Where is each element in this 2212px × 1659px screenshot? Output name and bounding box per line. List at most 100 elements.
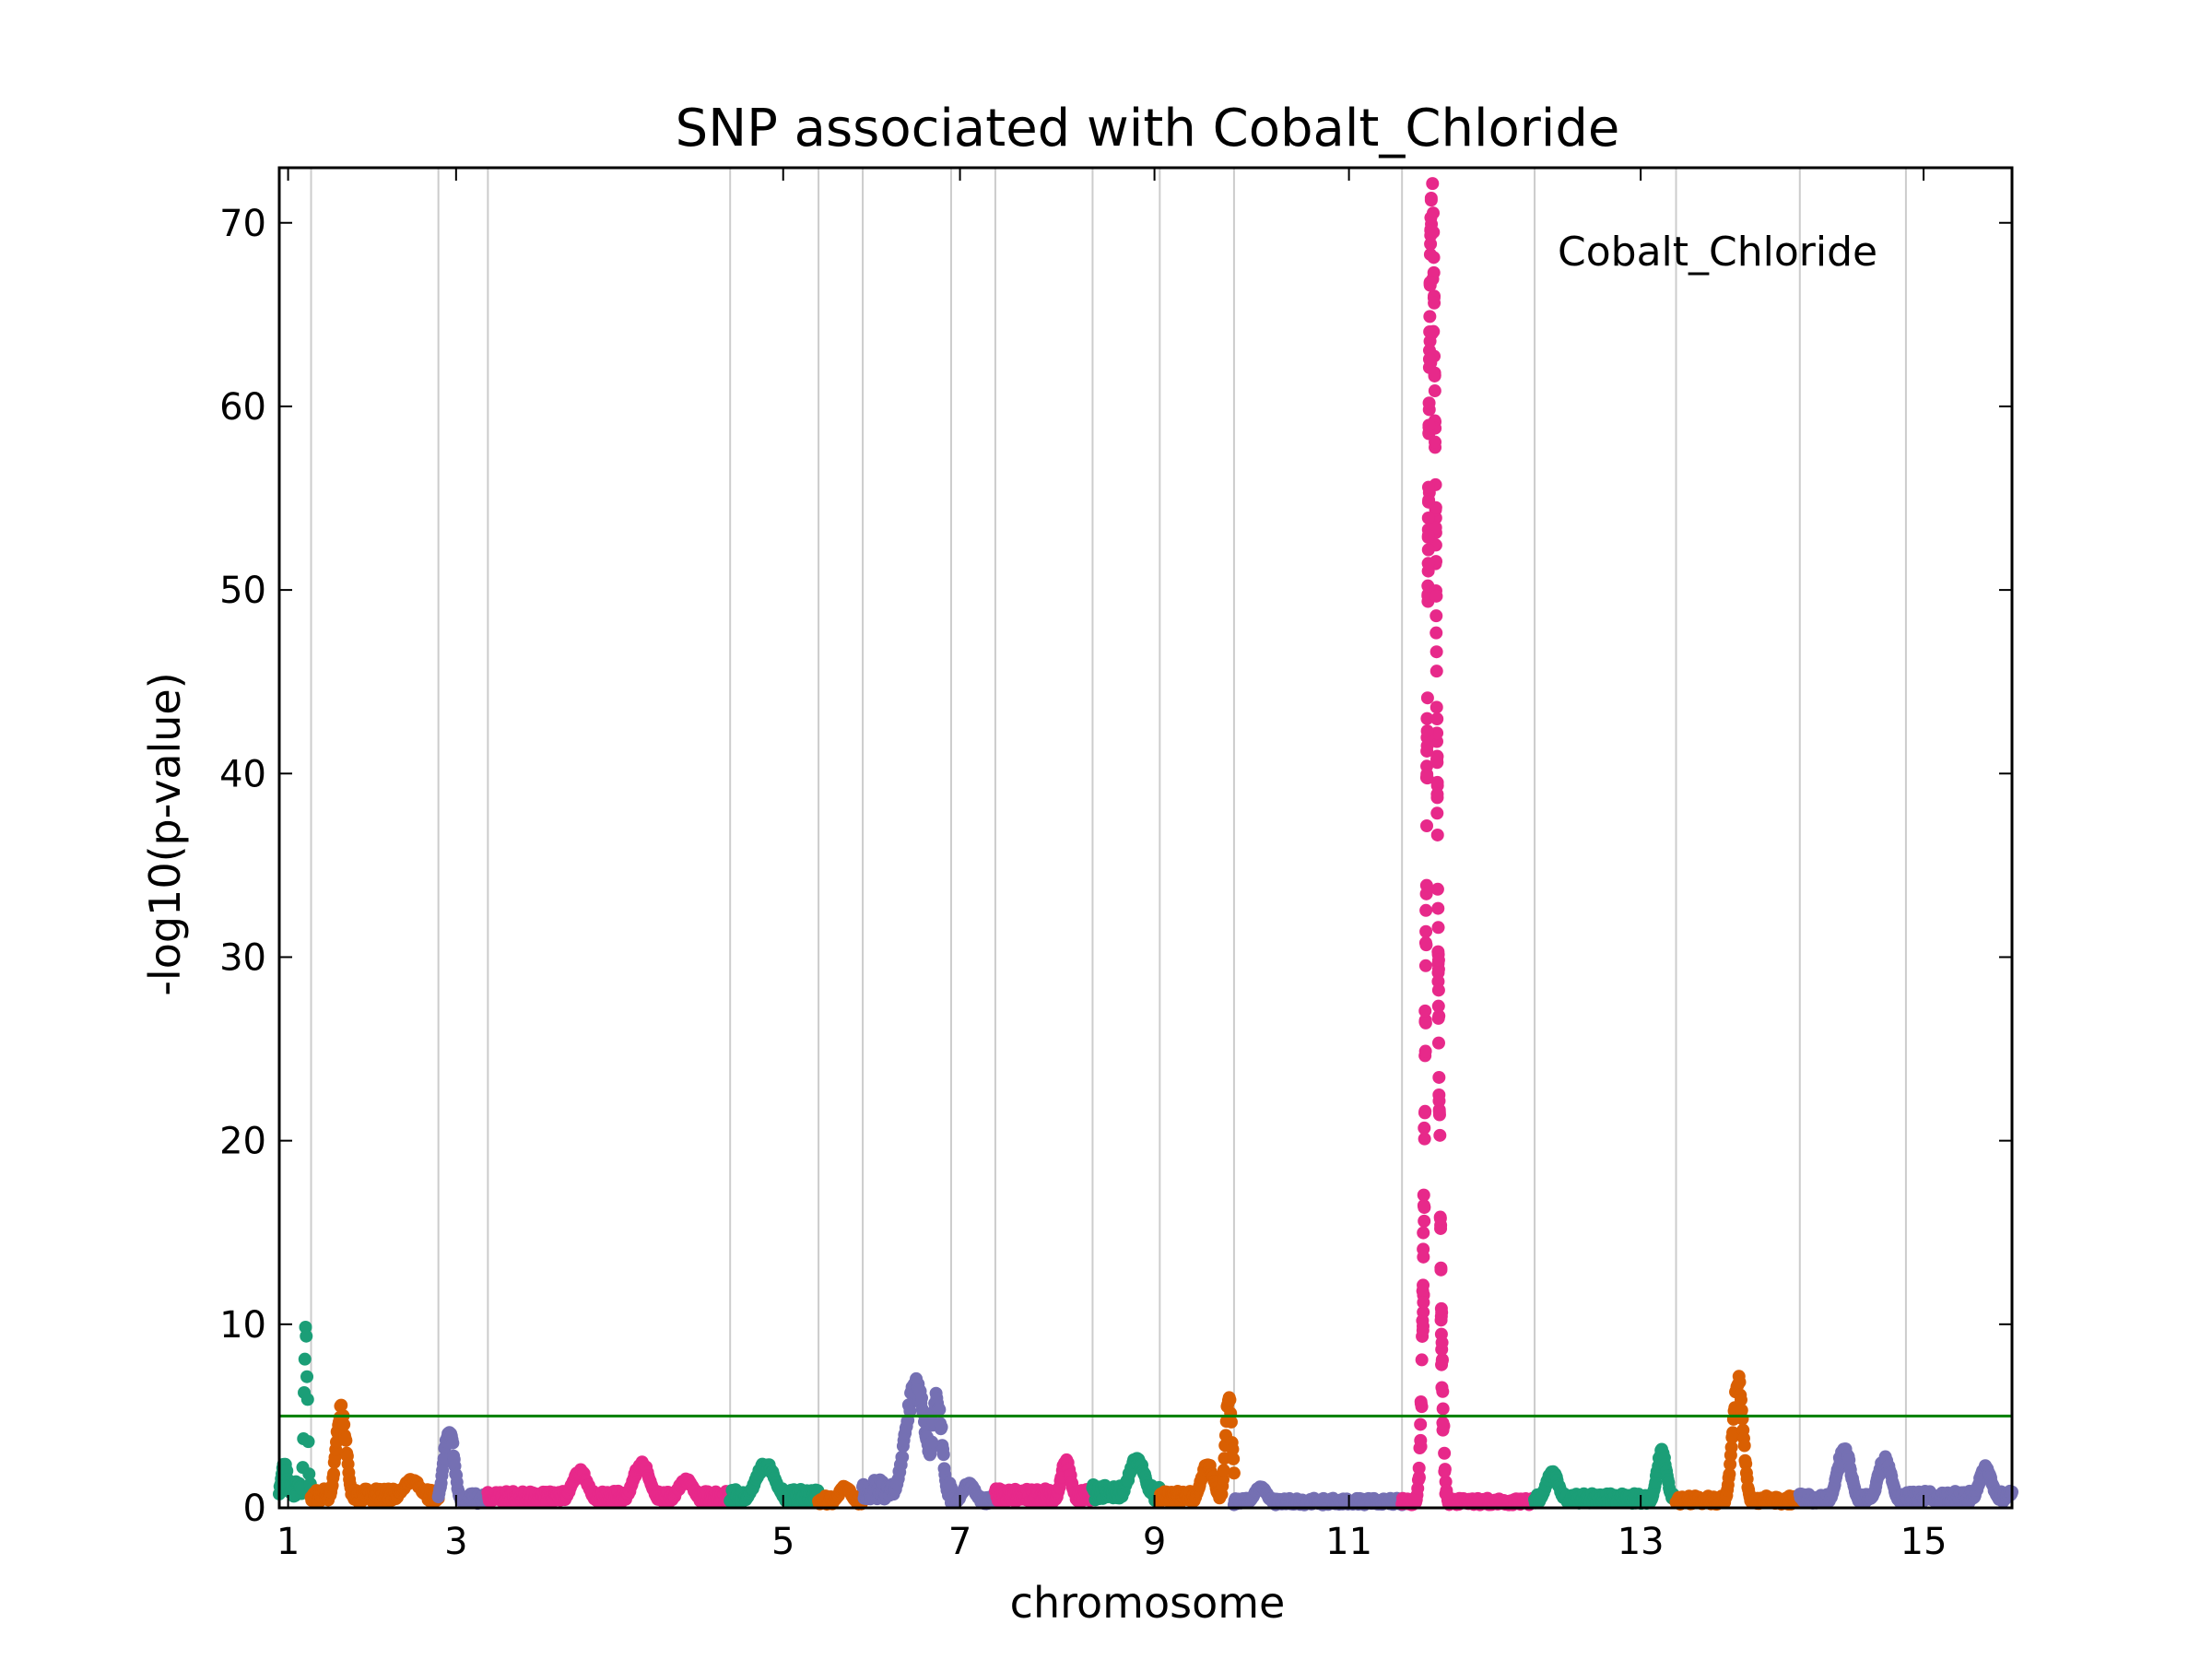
snp-point — [1417, 1296, 1430, 1310]
snp-point — [1436, 1416, 1450, 1430]
snp-point — [1423, 276, 1437, 289]
snp-point — [1224, 1415, 1238, 1429]
chromosome-grid — [310, 168, 1907, 1508]
snp-point — [1414, 1433, 1428, 1447]
snp-point — [1418, 1044, 1432, 1058]
snp-point — [1429, 435, 1442, 449]
snp-point — [302, 1467, 316, 1481]
snp-point — [1420, 818, 1434, 832]
snp-point — [1412, 1470, 1426, 1484]
snp-point — [1419, 903, 1433, 917]
snp-point — [1435, 1381, 1449, 1394]
snp-point — [1431, 999, 1445, 1013]
snp-point — [1430, 787, 1444, 801]
snp-point — [1430, 726, 1444, 740]
snp-point — [1424, 211, 1438, 225]
snp-point — [1434, 1313, 1448, 1327]
x-tick-label: 15 — [1900, 1521, 1947, 1563]
snp-point — [1421, 557, 1435, 571]
snp-point — [1739, 1457, 1753, 1471]
y-tick-label: 30 — [219, 936, 266, 979]
snp-point — [1420, 724, 1434, 738]
x-tick-label: 7 — [948, 1521, 971, 1563]
snp-point — [1432, 1070, 1446, 1084]
snp-point — [1428, 384, 1441, 398]
snp-point — [1414, 1418, 1428, 1431]
snp-point — [1418, 1132, 1431, 1146]
snp-point — [1724, 1441, 1738, 1454]
snp-point — [1226, 1442, 1240, 1456]
chart-title: SNP associated with Cobalt_Chloride — [676, 99, 1620, 159]
x-axis-ticks: 1 3 5 7 9 11 13 15 — [276, 168, 1947, 1563]
y-tick-label: 0 — [243, 1488, 266, 1530]
snp-point — [1435, 1335, 1449, 1349]
snp-point — [1418, 1106, 1431, 1120]
snp-point — [1433, 1128, 1447, 1142]
snp-point — [1418, 959, 1432, 972]
snp-point — [1430, 665, 1443, 678]
snp-point — [1421, 511, 1435, 524]
snp-point — [300, 1393, 314, 1406]
chromosome-points-17 — [1899, 1459, 2018, 1510]
snp-point — [1438, 1446, 1452, 1460]
x-tick-label: 13 — [1618, 1521, 1665, 1563]
snp-point — [1431, 921, 1445, 935]
snp-point — [936, 1448, 950, 1462]
x-tick-label: 1 — [276, 1521, 300, 1563]
snp-point — [903, 1404, 917, 1418]
snp-point — [1434, 1301, 1448, 1315]
y-axis-ticks: 0 10 20 30 40 50 60 70 — [219, 203, 2012, 1530]
snp-point — [1424, 229, 1438, 242]
snp-point — [1430, 700, 1443, 714]
snp-point — [1430, 609, 1443, 623]
snp-point — [1430, 712, 1444, 726]
snp-point — [1438, 1465, 1452, 1478]
chromosome-points-9 — [988, 1453, 1100, 1509]
snp-point — [1430, 828, 1444, 841]
chromosome-points-1 — [273, 1320, 318, 1503]
snp-point — [1431, 962, 1445, 976]
y-tick-label: 20 — [219, 1121, 266, 1163]
snp-point — [446, 1436, 460, 1450]
legend-label: Cobalt_Chloride — [1558, 229, 1877, 276]
snp-point — [335, 1398, 348, 1412]
snp-point — [1433, 1212, 1447, 1226]
snp-point — [1723, 1467, 1736, 1481]
snp-point — [1417, 1250, 1430, 1264]
snp-point — [1735, 1412, 1749, 1426]
x-tick-label: 5 — [771, 1521, 794, 1563]
snp-point — [1418, 1121, 1431, 1135]
y-tick-label: 70 — [219, 203, 266, 245]
snp-point — [933, 1403, 947, 1417]
snp-point — [300, 1329, 313, 1343]
snp-point — [1430, 882, 1444, 896]
snp-point — [925, 1435, 939, 1449]
snp-point — [1430, 806, 1444, 820]
snp-point — [1418, 1004, 1432, 1018]
chromosome-points-14 — [1528, 1442, 1683, 1511]
snp-point — [1726, 1426, 1740, 1440]
snp-point — [1431, 953, 1445, 967]
snp-point — [1439, 1487, 1453, 1500]
snp-point — [1421, 480, 1435, 494]
snp-point — [1427, 251, 1441, 265]
snp-point — [1420, 744, 1434, 758]
snp-point — [1423, 310, 1437, 324]
snp-point — [1418, 1214, 1431, 1228]
snp-point — [1421, 529, 1435, 543]
snp-point — [1431, 1036, 1445, 1050]
snp-point — [1412, 1461, 1426, 1475]
snp-point — [1421, 543, 1435, 557]
snp-point — [1419, 938, 1433, 952]
snp-point — [1420, 691, 1434, 705]
snp-point — [298, 1352, 312, 1366]
snp-point — [1223, 1393, 1237, 1406]
snp-point — [1417, 1188, 1430, 1202]
snp-point — [1737, 1439, 1751, 1453]
snp-point — [1417, 1226, 1430, 1240]
x-tick-label: 9 — [1143, 1521, 1166, 1563]
x-axis-label: chromosome — [1010, 1578, 1286, 1628]
snp-point — [896, 1450, 910, 1464]
snp-point — [1430, 589, 1443, 603]
snp-point — [1418, 1013, 1432, 1027]
